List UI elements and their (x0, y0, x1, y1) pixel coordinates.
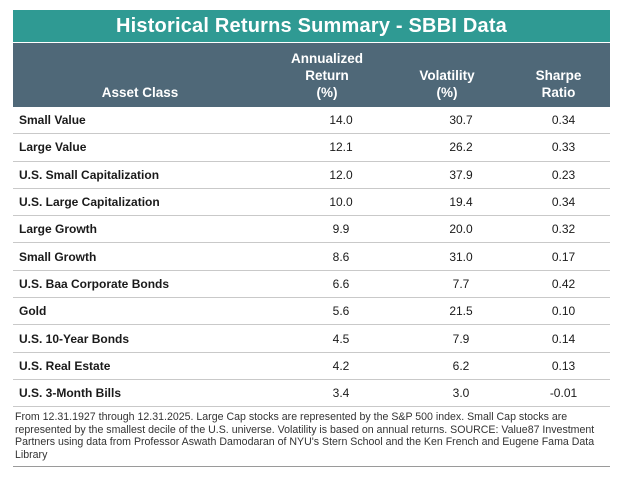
table-row: U.S. Baa Corporate Bonds 6.6 7.7 0.42 (13, 271, 610, 299)
cell-volatility: 37.9 (449, 167, 473, 182)
cell-volatility: 3.0 (452, 386, 470, 401)
cell-asset-class: Gold (19, 304, 47, 319)
header-sharpe-line-2: Ratio (541, 85, 576, 100)
cell-sharpe-ratio: 0.42 (551, 276, 576, 291)
cell-sharpe-ratio: 0.13 (551, 358, 576, 373)
header-return-line-1: Annualized (290, 51, 363, 66)
cell-volatility: 30.7 (449, 113, 473, 128)
cell-annualized-return: 3.4 (332, 386, 350, 401)
cell-annualized-return: 10.0 (329, 195, 353, 210)
table-row: U.S. Large Capitalization 10.0 19.4 0.34 (13, 189, 610, 217)
header-volatility-line-1: Volatility (419, 68, 475, 83)
header-sharpe-line-1: Sharpe (535, 68, 582, 83)
table-row: Gold 5.6 21.5 0.10 (13, 298, 610, 326)
table-body: Small Value 14.0 30.7 0.34 Large Value 1… (13, 107, 610, 408)
cell-sharpe-ratio: 0.10 (551, 304, 576, 319)
cell-asset-class: U.S. Large Capitalization (19, 195, 160, 210)
cell-sharpe-ratio: 0.33 (551, 140, 576, 155)
cell-sharpe-ratio: 0.32 (551, 222, 576, 237)
table-title: Historical Returns Summary - SBBI Data (13, 10, 610, 42)
header-asset-class: Asset Class (13, 84, 267, 107)
header-asset-class-label: Asset Class (101, 85, 179, 100)
returns-summary-table: Historical Returns Summary - SBBI Data A… (13, 10, 610, 467)
header-annualized-return: Annualized Return (%) (267, 50, 387, 107)
header-return-line-3: (%) (316, 85, 338, 100)
cell-sharpe-ratio: 0.23 (551, 167, 576, 182)
cell-sharpe-ratio: 0.17 (551, 249, 576, 264)
cell-volatility: 7.7 (452, 276, 470, 291)
header-volatility-line-2: (%) (436, 85, 458, 100)
cell-asset-class: U.S. 3-Month Bills (19, 386, 121, 401)
header-sharpe-ratio: Sharpe Ratio (507, 67, 610, 107)
cell-asset-class: U.S. Real Estate (19, 358, 111, 373)
cell-volatility: 21.5 (449, 304, 473, 319)
cell-annualized-return: 6.6 (332, 276, 350, 291)
cell-annualized-return: 4.5 (332, 331, 350, 346)
table-row: Large Growth 9.9 20.0 0.32 (13, 216, 610, 244)
cell-asset-class: U.S. Baa Corporate Bonds (19, 276, 170, 291)
cell-annualized-return: 8.6 (332, 249, 350, 264)
table-row: U.S. Real Estate 4.2 6.2 0.13 (13, 353, 610, 380)
cell-sharpe-ratio: 0.34 (551, 195, 576, 210)
cell-asset-class: U.S. Small Capitalization (19, 167, 160, 182)
cell-volatility: 19.4 (449, 195, 473, 210)
table-row: Small Value 14.0 30.7 0.34 (13, 107, 610, 135)
cell-annualized-return: 9.9 (332, 222, 350, 237)
cell-annualized-return: 4.2 (332, 358, 350, 373)
table-footnote: From 12.31.1927 through 12.31.2025. Larg… (13, 411, 610, 467)
cell-sharpe-ratio: 0.14 (551, 331, 576, 346)
table-row: U.S. Small Capitalization 12.0 37.9 0.23 (13, 162, 610, 189)
table-header-row: Asset Class Annualized Return (%) Volati… (13, 42, 610, 107)
cell-asset-class: Small Value (19, 113, 86, 128)
cell-volatility: 26.2 (449, 140, 473, 155)
cell-annualized-return: 14.0 (329, 113, 353, 128)
cell-volatility: 6.2 (452, 358, 470, 373)
header-return-line-2: Return (305, 68, 349, 83)
table-row: U.S. 10-Year Bonds 4.5 7.9 0.14 (13, 325, 610, 353)
cell-asset-class: Large Value (19, 140, 87, 155)
cell-volatility: 31.0 (449, 249, 473, 264)
cell-annualized-return: 12.1 (329, 140, 353, 155)
table-row: Small Growth 8.6 31.0 0.17 (13, 243, 610, 271)
cell-annualized-return: 12.0 (329, 167, 353, 182)
cell-asset-class: U.S. 10-Year Bonds (19, 331, 130, 346)
table-row: U.S. 3-Month Bills 3.4 3.0 -0.01 (13, 380, 610, 408)
cell-asset-class: Small Growth (19, 249, 97, 264)
cell-volatility: 20.0 (449, 222, 473, 237)
cell-annualized-return: 5.6 (332, 304, 350, 319)
table-row: Large Value 12.1 26.2 0.33 (13, 134, 610, 162)
cell-sharpe-ratio: 0.34 (551, 113, 576, 128)
cell-asset-class: Large Growth (19, 222, 98, 237)
cell-volatility: 7.9 (452, 331, 470, 346)
header-volatility: Volatility (%) (387, 67, 507, 107)
cell-sharpe-ratio: -0.01 (549, 386, 578, 401)
